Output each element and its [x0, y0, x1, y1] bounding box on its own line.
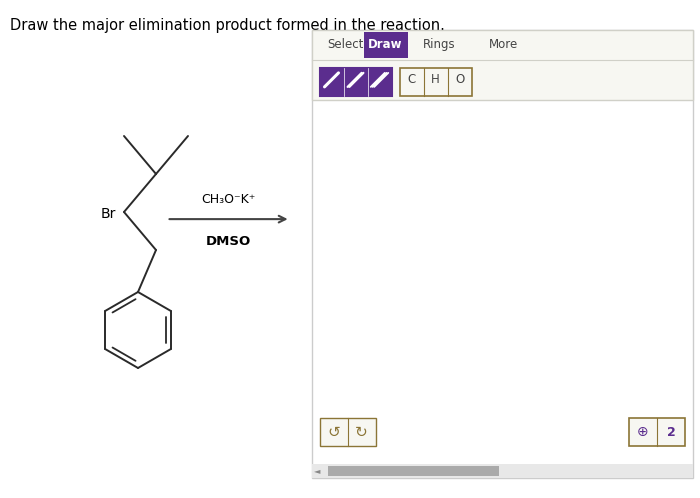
Text: ↻: ↻ — [355, 425, 368, 440]
Bar — [400, 68, 472, 96]
Text: More: More — [489, 38, 518, 51]
Text: Draw: Draw — [368, 38, 402, 51]
Text: H: H — [431, 73, 440, 86]
Polygon shape — [312, 30, 693, 478]
Text: O: O — [455, 73, 464, 86]
Bar — [312, 464, 693, 478]
Text: C: C — [407, 73, 416, 86]
Text: Rings: Rings — [424, 38, 456, 51]
Text: 2: 2 — [666, 426, 676, 439]
Text: Select: Select — [328, 38, 364, 51]
Text: Draw the major elimination product formed in the reaction.: Draw the major elimination product forme… — [10, 18, 445, 33]
Bar — [328, 466, 499, 476]
Bar — [319, 418, 375, 446]
Bar — [629, 418, 685, 446]
Text: ⊕: ⊕ — [637, 425, 649, 439]
Text: DMSO: DMSO — [206, 235, 251, 248]
Text: CH₃O⁻K⁺: CH₃O⁻K⁺ — [202, 193, 256, 206]
Bar — [319, 68, 391, 96]
Bar — [363, 32, 407, 58]
Polygon shape — [312, 30, 693, 100]
Text: Br: Br — [101, 207, 116, 221]
Text: ◄: ◄ — [314, 467, 321, 476]
Text: ↺: ↺ — [327, 425, 340, 440]
